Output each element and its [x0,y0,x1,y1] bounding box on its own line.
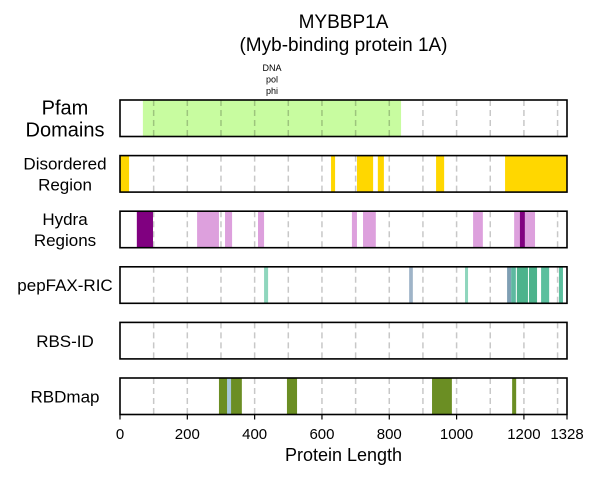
track-label-pfam-domains: Pfam Domains [26,97,105,141]
segment-label-line: pol [266,75,278,85]
pepfax-ric-segment [528,266,538,304]
hydra-regions-segment [473,211,483,248]
track-background [120,155,567,193]
track-label-line: Disordered [23,154,106,173]
pfam-domains-segment [142,100,402,137]
x-tick-label: 1000 [440,426,473,443]
x-tick-label: 1200 [507,426,540,443]
track-disordered-region: Disordered Region [23,154,568,194]
hydra-regions-segment [363,211,376,248]
segment-label-line: DNA [262,63,281,73]
hydra-regions-segment [136,211,153,248]
rbdmap-segment [512,378,517,415]
hydra-regions-segment [225,211,233,248]
track-border [119,154,568,193]
chart-title: MYBBP1A [299,12,389,33]
hydra-regions-segment [514,211,520,248]
track-background [120,322,567,359]
track-label-pepfax-ric: pepFAX-RIC [17,276,112,295]
track-border [119,210,568,249]
track-label-line: Domains [26,119,105,141]
hydra-regions-segment [197,211,219,248]
track-label-line: pepFAX-RIC [17,276,112,295]
rbdmap-segment [286,378,298,415]
x-tick-label: 600 [309,426,334,443]
track-pepfax-ric: pepFAX-RIC [17,265,568,305]
chart-subtitle: (Myb-binding protein 1A) [239,35,447,56]
hydra-regions-segment [519,211,525,248]
track-label-disordered-region: Disordered Region [23,154,106,194]
track-rbs-id: RBS-ID [36,321,568,360]
x-tick-label: 1328 [550,426,583,443]
track-label-rbdmap: RBDmap [31,387,100,406]
disordered-region-segment [436,155,445,193]
track-label-line: Hydra [42,210,88,229]
track-hydra-regions: Hydra Regions [34,210,568,250]
track-label-line: Regions [34,231,96,250]
track-background [120,378,567,415]
x-tick-label: 200 [175,426,200,443]
track-label-hydra-regions: Hydra Regions [34,210,96,250]
segment-label: DNA pol phi [262,63,281,96]
x-axis-label: Protein Length [285,445,402,465]
pepfax-ric-segment [558,266,563,304]
track-area: DNA pol phi Pfam Domains Disordered Region Hydr… [17,63,568,416]
track-border [119,321,568,360]
track-label-line: RBDmap [31,387,100,406]
segment-label-line: phi [266,86,278,96]
track-background [120,211,567,248]
pepfax-ric-segment [264,266,269,304]
disordered-region-segment [356,155,374,193]
rbdmap-segment [432,378,452,415]
hydra-regions-segment [351,211,357,248]
x-tick-label: 0 [116,426,124,443]
hydra-regions-segment [258,211,265,248]
track-border [119,377,568,416]
track-pfam-domains: DNA pol phi Pfam Domains [26,63,568,141]
pepfax-ric-segment [516,266,528,304]
x-tick-label: 400 [242,426,267,443]
disordered-region-segment [377,155,384,193]
track-label-line: Pfam [42,97,89,119]
pepfax-ric-segment [511,266,516,304]
track-label-rbs-id: RBS-ID [36,332,94,351]
track-background [120,266,567,304]
x-tick-label: 800 [377,426,402,443]
disordered-region-segment [331,155,336,193]
track-rbdmap: RBDmap [31,377,568,416]
track-border [119,265,568,305]
track-border [119,99,568,138]
pepfax-ric-segment [409,266,413,304]
pepfax-ric-segment [465,266,469,304]
rbdmap-segment [227,378,232,415]
disordered-region-segment [505,155,567,193]
x-axis: 0 200 400 600 800 1000 1200 1328 [116,414,584,443]
track-label-line: Region [38,175,92,194]
pepfax-ric-segment [541,266,550,304]
track-label-line: RBS-ID [36,332,94,351]
hydra-regions-segment [524,211,536,248]
pepfax-ric-segment [507,266,512,304]
disordered-region-segment [120,155,130,193]
